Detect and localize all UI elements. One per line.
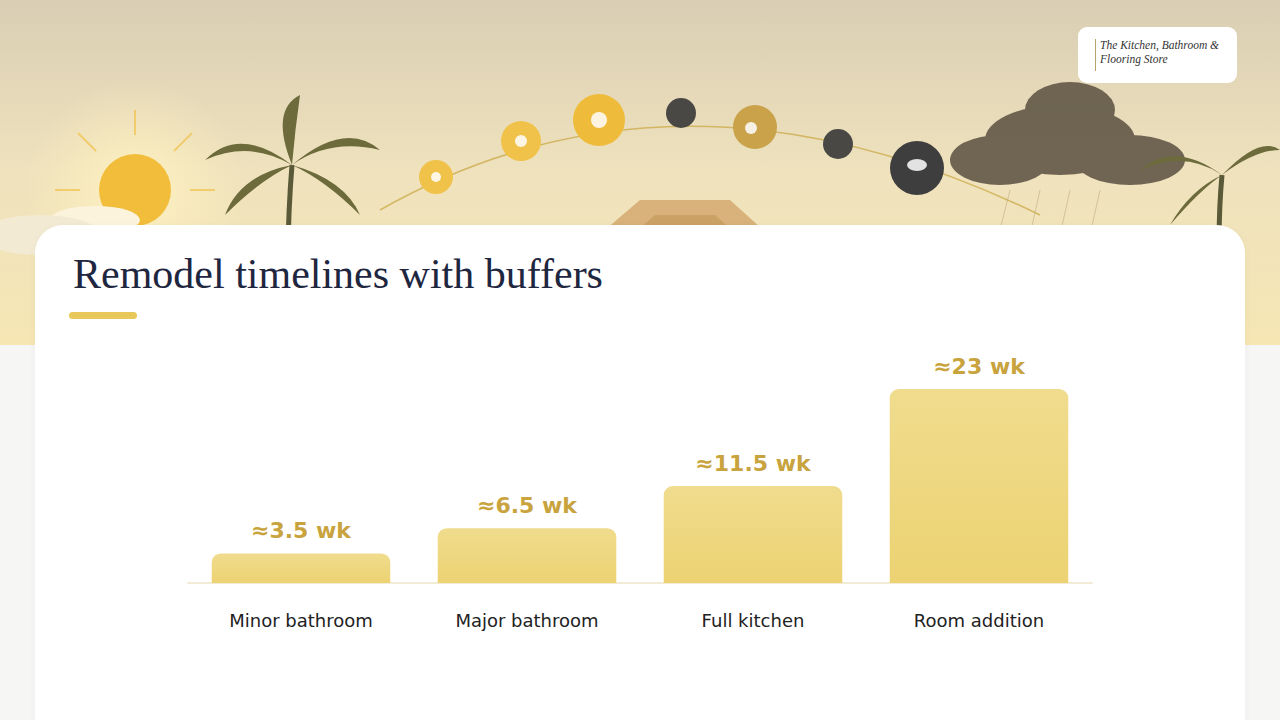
svg-text:≈3.5 wk: ≈3.5 wk (251, 518, 352, 543)
svg-text:Remodel timelines with buffers: Remodel timelines with buffers (73, 251, 603, 297)
svg-text:≈23 wk: ≈23 wk (933, 354, 1026, 379)
svg-text:Room addition: Room addition (914, 610, 1044, 631)
svg-text:≈11.5 wk: ≈11.5 wk (695, 451, 812, 476)
svg-text:≈6.5 wk: ≈6.5 wk (477, 493, 578, 518)
svg-text:Major bathroom: Major bathroom (455, 610, 598, 631)
html-text:The Kitchen, Bathroom & Floori: The Kitchen, Bathroom & Flooring Store (1100, 39, 1219, 65)
svg-text:Full kitchen: Full kitchen (702, 610, 805, 631)
svg-text:Minor bathroom: Minor bathroom (229, 610, 373, 631)
